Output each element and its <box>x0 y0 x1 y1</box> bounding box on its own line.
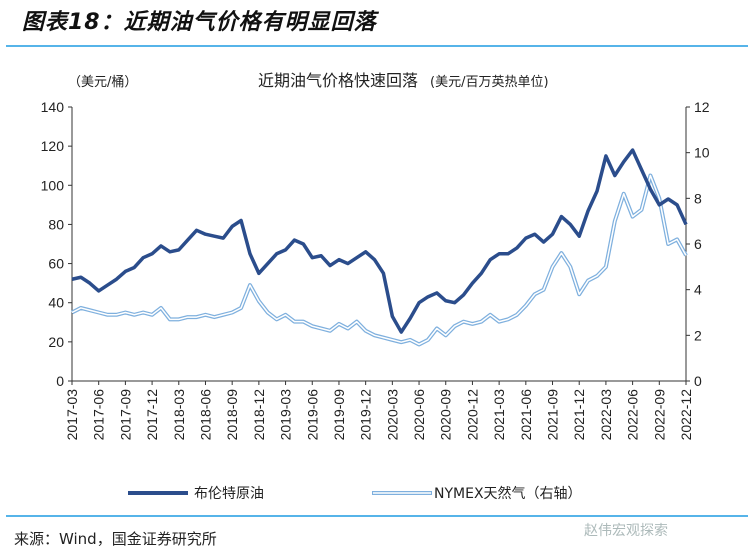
right-tick-label: 12 <box>694 99 710 115</box>
gas-series-line-inner <box>71 174 687 346</box>
right-tick-label: 8 <box>694 190 702 206</box>
x-tick-label: 2018-12 <box>251 389 267 441</box>
x-tick-label: 2017-03 <box>64 389 80 441</box>
x-tick-label: 2021-03 <box>491 389 507 441</box>
x-tick-label: 2020-06 <box>411 389 427 441</box>
top-divider <box>6 45 748 47</box>
right-tick-label: 10 <box>694 145 710 161</box>
x-tick-label: 2019-03 <box>278 389 294 441</box>
bottom-divider <box>6 515 748 517</box>
x-tick-label: 2022-09 <box>651 389 667 441</box>
left-tick-label: 60 <box>48 256 64 272</box>
x-tick-label: 2018-09 <box>224 389 240 441</box>
x-tick-label: 2019-12 <box>358 389 374 441</box>
brent-series-line <box>71 148 688 334</box>
x-tick-label: 2021-06 <box>518 389 534 441</box>
left-tick-label: 140 <box>41 99 65 115</box>
right-axis-unit: (美元/百万英热单位) <box>430 75 549 90</box>
x-tick-label: 2019-09 <box>331 389 347 441</box>
left-tick-label: 40 <box>48 295 64 311</box>
x-tick-label: 2018-06 <box>197 389 213 441</box>
x-tick-label: 2018-03 <box>171 389 187 441</box>
x-tick-label: 2017-12 <box>144 389 160 441</box>
legend-label-brent: 布伦特原油 <box>194 486 264 502</box>
right-tick-label: 0 <box>694 373 702 389</box>
legend: 布伦特原油 NYMEX天然气（右轴） <box>128 485 582 502</box>
x-tick-label: 2020-09 <box>438 389 454 441</box>
legend-label-gas: NYMEX天然气（右轴） <box>434 485 582 502</box>
x-tick-label: 2022-12 <box>678 389 694 441</box>
source-note: 来源：Wind，国金证券研究所 <box>14 530 217 548</box>
left-tick-label: 0 <box>56 373 64 389</box>
left-axis-unit: （美元/桶） <box>68 75 137 90</box>
x-tick-label: 2017-06 <box>91 389 107 441</box>
right-tick-label: 4 <box>694 282 702 298</box>
x-tick-label: 2019-06 <box>304 389 320 441</box>
x-tick-label: 2021-09 <box>545 389 561 441</box>
x-tick-label: 2022-03 <box>598 389 614 441</box>
x-tick-label: 2022-06 <box>625 389 641 441</box>
x-tick-label: 2020-03 <box>384 389 400 441</box>
right-tick-label: 6 <box>694 236 702 252</box>
x-tick-label: 2020-12 <box>464 389 480 441</box>
left-tick-label: 20 <box>48 334 64 350</box>
watermark: 赵伟宏观探索 <box>584 523 668 539</box>
chart-title: 近期油气价格快速回落 <box>258 71 418 90</box>
left-tick-label: 100 <box>41 177 65 193</box>
right-tick-label: 2 <box>694 327 702 343</box>
left-tick-label: 80 <box>48 216 64 232</box>
x-tick-label: 2017-09 <box>117 389 133 441</box>
x-tick-label: 2021-12 <box>571 389 587 441</box>
left-tick-label: 120 <box>41 138 65 154</box>
figure-title: 图表18：近期油气价格有明显回落 <box>22 10 377 35</box>
